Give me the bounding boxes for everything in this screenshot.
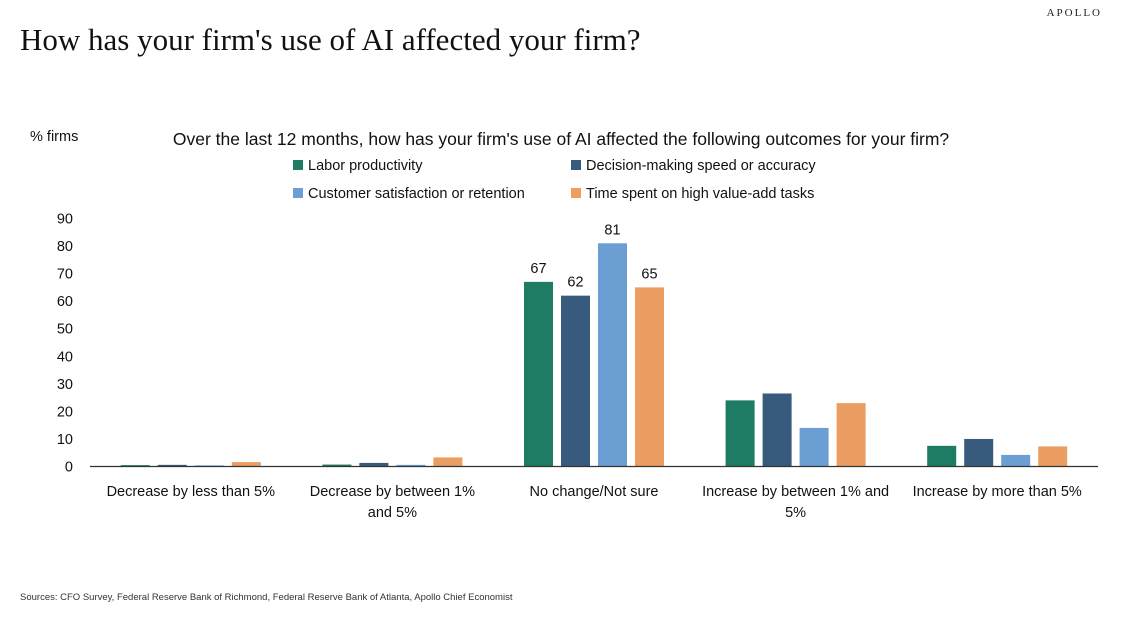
bar (927, 445, 957, 467)
y-tick-label: 30 (57, 377, 73, 393)
bar (396, 464, 426, 467)
y-tick-label: 20 (57, 404, 73, 420)
x-tick-label: 5% (785, 505, 806, 521)
bar (762, 393, 792, 467)
bar (359, 462, 389, 467)
y-tick-label: 90 (57, 212, 73, 228)
legend-swatch (571, 188, 581, 198)
x-tick-label: No change/Not sure (530, 484, 659, 500)
y-tick-label: 80 (57, 239, 73, 255)
legend-swatch (293, 160, 303, 170)
data-label: 81 (604, 222, 620, 238)
legend-label: Time spent on high value-add tasks (586, 186, 814, 202)
bar (524, 281, 553, 467)
page-title: How has your firm's use of AI affected y… (20, 22, 641, 57)
bar (561, 295, 590, 467)
bar (120, 465, 150, 467)
y-tick-label: 60 (57, 294, 73, 310)
data-label: 67 (530, 261, 546, 277)
x-tick-label: Decrease by between 1% (310, 484, 475, 500)
x-tick-label: Increase by between 1% and (702, 484, 889, 500)
bar (1001, 454, 1031, 467)
x-tick-label: and 5% (368, 505, 417, 521)
x-tick-label: Increase by more than 5% (913, 484, 1082, 500)
bar (964, 438, 994, 467)
legend-label: Decision-making speed or accuracy (586, 158, 816, 174)
data-label: 65 (641, 266, 657, 282)
legend-swatch (571, 160, 581, 170)
bar (322, 464, 352, 467)
y-tick-label: 50 (57, 322, 73, 338)
bar (836, 403, 866, 467)
chart-title: Over the last 12 months, how has your fi… (173, 129, 950, 149)
y-tick-label: 40 (57, 349, 73, 365)
bar (231, 462, 261, 467)
bar (598, 243, 627, 467)
y-tick-label: 0 (65, 460, 73, 476)
bar (635, 287, 664, 467)
bar (799, 427, 829, 467)
bar (433, 457, 463, 467)
legend-swatch (293, 188, 303, 198)
y-tick-label: 70 (57, 267, 73, 283)
brand-logo-text: APOLLO (1046, 7, 1102, 19)
data-label: 62 (567, 275, 583, 291)
source-note: Sources: CFO Survey, Federal Reserve Ban… (20, 592, 513, 603)
bar (725, 400, 755, 467)
x-tick-label: Decrease by less than 5% (107, 484, 276, 500)
legend-label: Labor productivity (308, 158, 423, 174)
bar (157, 464, 187, 467)
legend-label: Customer satisfaction or retention (308, 186, 525, 202)
y-tick-label: 10 (57, 432, 73, 448)
bar (1038, 446, 1068, 467)
y-axis-label: % firms (30, 129, 78, 145)
